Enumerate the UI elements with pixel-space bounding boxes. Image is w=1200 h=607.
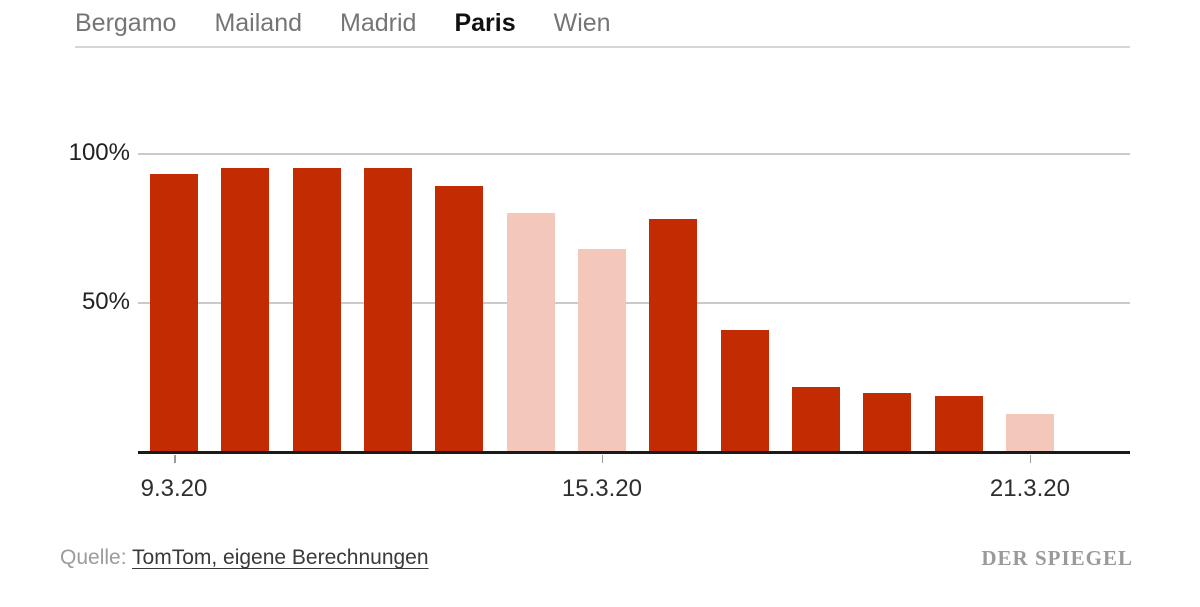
x-axis-line — [138, 451, 1130, 454]
x-tick-9.3.20 — [174, 455, 176, 463]
bar-12.3.20[interactable] — [363, 168, 412, 453]
bar-18.3.20[interactable] — [791, 387, 840, 453]
x-tick-15.3.20 — [601, 455, 604, 463]
bar-19.3.20[interactable] — [863, 393, 912, 453]
bar-9.3.20[interactable] — [150, 174, 198, 453]
tab-wien[interactable]: Wien — [553, 9, 611, 37]
source-line: Quelle: TomTom, eigene Berechnungen — [60, 546, 429, 570]
y-tick-label-50%: 50% — [81, 288, 130, 315]
bar-15.3.20[interactable] — [577, 249, 626, 453]
bar-10.3.20[interactable] — [221, 168, 270, 453]
tab-bergamo[interactable]: Bergamo — [75, 9, 177, 37]
bar-20.3.20[interactable] — [934, 396, 983, 453]
bar-17.3.20[interactable] — [720, 330, 769, 453]
bar-14.3.20[interactable] — [506, 213, 555, 453]
gridline-50% — [138, 302, 1130, 304]
y-tick-label-100%: 100% — [68, 139, 130, 166]
x-tick-label-21.3.20: 21.3.20 — [989, 475, 1070, 502]
city-tabs: Bergamo Mailand Madrid Paris Wien — [75, 8, 611, 38]
tab-mailand[interactable]: Mailand — [214, 9, 303, 37]
source-link[interactable]: TomTom, eigene Berechnungen — [132, 546, 429, 569]
bar-11.3.20[interactable] — [292, 168, 341, 453]
x-tick-label-15.3.20: 15.3.20 — [561, 475, 643, 502]
x-tick-label-9.3.20: 9.3.20 — [140, 475, 208, 502]
source-label: Quelle: — [60, 546, 127, 569]
der-spiegel-logo: DER SPIEGEL — [981, 546, 1133, 570]
bar-21.3.20[interactable] — [1005, 414, 1054, 453]
tab-paris[interactable]: Paris — [454, 9, 516, 37]
gridline-100% — [138, 153, 1130, 155]
bar-13.3.20[interactable] — [435, 186, 484, 453]
x-tick-21.3.20 — [1029, 455, 1032, 463]
plot-area: 9.3.20 15.3.20 21.3.20 — [138, 153, 1130, 502]
bar-16.3.20[interactable] — [649, 219, 698, 453]
tab-madrid[interactable]: Madrid — [340, 9, 417, 37]
tabs-divider — [75, 46, 1130, 48]
